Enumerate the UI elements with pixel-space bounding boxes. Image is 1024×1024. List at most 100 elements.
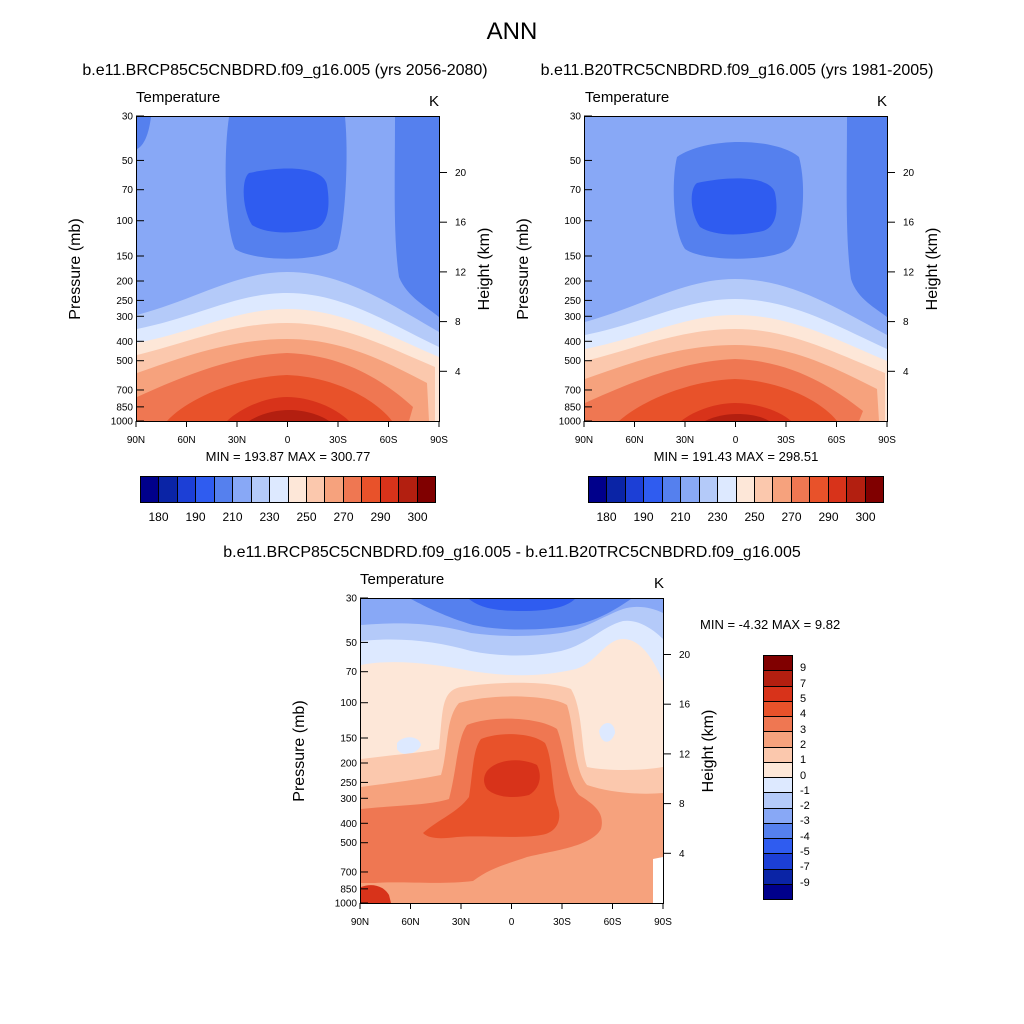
right-fill-280: [619, 379, 837, 421]
colorbar-swatch: [644, 477, 663, 502]
lat-tick-label: 60N: [625, 435, 643, 446]
height-tick-label: 4: [679, 849, 685, 860]
height-tick-label: 4: [455, 367, 461, 378]
right-pressure-ticks: 30 50 70 100 150 200 250 300 400 500 700 850 1000: [559, 112, 592, 428]
diff-fill-neg-nh: [397, 737, 421, 754]
pressure-tick-label: 70: [346, 667, 358, 678]
colorbar-swatch: [141, 477, 160, 502]
colorbar-swatch: [417, 477, 435, 502]
lat-tick-label: 0: [509, 917, 515, 928]
pressure-tick-label: 200: [564, 277, 581, 288]
colorbar-swatch: [177, 477, 197, 502]
lat-tick-label: 30N: [228, 435, 246, 446]
lat-tick-label: 60N: [177, 435, 195, 446]
right-pressure-axis: 30 50 70 100 150 200 250 300 400 500 700 850 1000: [559, 112, 592, 428]
pressure-tick-label: 200: [116, 277, 133, 288]
pressure-tick-label: 500: [340, 838, 357, 849]
diff-lat-axis: 90N 60N 30N 0 30S 60S 90S: [351, 903, 672, 928]
left-panel-title: b.e11.BRCP85C5CNBDRD.f09_g16.005 (yrs 20…: [82, 62, 488, 79]
pressure-tick-label: 200: [340, 759, 357, 770]
left-units-label: K: [429, 93, 440, 110]
right-height-ticks: 20 16 12 8 4: [888, 168, 915, 378]
diff-contour-svg: [361, 599, 663, 903]
colorbar-label: 270: [333, 510, 354, 524]
lat-tick-label: 60S: [380, 435, 398, 446]
left-fill-polar-n: [137, 117, 151, 149]
right-lat-ticks: 90N 60N 30N 0 30S 60S 90S: [575, 421, 896, 446]
height-tick-label: 20: [903, 168, 915, 179]
pressure-tick-label: 100: [564, 216, 581, 227]
height-tick-label: 12: [455, 267, 467, 278]
pressure-tick-label: 30: [346, 594, 358, 605]
pressure-tick-label: 300: [564, 312, 581, 323]
colorbar-swatch: [764, 717, 792, 733]
colorbar-label: -5: [800, 846, 810, 859]
pressure-tick-label: 850: [116, 402, 133, 413]
colorbar-swatch: [764, 686, 792, 702]
right-fill-polar-s: [846, 117, 887, 317]
diff-height-ticks: 20 16 12 8 4: [664, 650, 691, 860]
pressure-tick-label: 700: [340, 867, 357, 878]
colorbar-label: 190: [633, 510, 654, 524]
lat-tick-label: 30S: [777, 435, 795, 446]
diff-units-label: K: [654, 575, 665, 592]
colorbar-label: 0: [800, 769, 807, 782]
lat-tick-label: 60S: [828, 435, 846, 446]
lat-tick-label: 90N: [127, 435, 145, 446]
colorbar-label: 7: [800, 677, 807, 690]
left-lat-axis: 90N 60N 30N 0 30S 60S 90S: [127, 421, 448, 446]
colorbar-label: -1: [800, 784, 810, 797]
left-contour-plot: [136, 116, 440, 422]
lat-tick-label: 0: [285, 435, 291, 446]
diff-minmax: MIN = -4.32 MAX = 9.82: [700, 617, 841, 632]
diff-height-axis: 20 16 12 8 4: [664, 650, 691, 860]
right-height-axis: 20 16 12 8 4: [888, 168, 915, 378]
colorbar-label: 3: [800, 723, 807, 736]
pressure-tick-label: 1000: [335, 899, 358, 910]
right-colorbar-labels: 180 190 210 230 250 270 290 300: [588, 510, 884, 526]
height-tick-label: 4: [903, 367, 909, 378]
colorbar-swatch: [699, 477, 719, 502]
colorbar-label: 290: [370, 510, 391, 524]
height-tick-label: 12: [903, 267, 915, 278]
height-tick-label: 8: [903, 317, 909, 328]
colorbar-label: 300: [855, 510, 876, 524]
right-fill-290: [681, 403, 791, 421]
lat-tick-label: 30N: [452, 917, 470, 928]
diff-fill-missing: [653, 857, 663, 903]
colorbar-swatch: [754, 477, 774, 502]
colorbar-swatch: [764, 884, 792, 899]
left-contour-svg: [137, 117, 439, 421]
colorbar-swatch: [764, 656, 792, 672]
left-colorbar-labels: 180 190 210 230 250 270 290 300: [140, 510, 436, 526]
diff-pressure-axis: 30 50 70 100 150 200 250 300 400 500 700 850 1000: [335, 594, 368, 910]
left-pressure-ticks: 30 50 70 100 150 200 250 300 400 500 700 850 1000: [111, 112, 144, 428]
pressure-tick-label: 70: [122, 185, 134, 196]
colorbar-swatch: [214, 477, 234, 502]
colorbar-label: -3: [800, 815, 810, 828]
diff-lat-ticks: 90N 60N 30N 0 30S 60S 90S: [351, 903, 672, 928]
lat-tick-label: 60N: [401, 917, 419, 928]
page-title: ANN: [486, 18, 538, 45]
right-units-label: K: [877, 93, 888, 110]
lat-tick-label: 90S: [878, 435, 896, 446]
colorbar-label: 9: [800, 662, 807, 675]
lat-tick-label: 90N: [351, 917, 369, 928]
colorbar-swatch: [399, 477, 418, 502]
colorbar-swatch: [736, 477, 755, 502]
height-tick-label: 8: [455, 317, 461, 328]
lat-tick-label: 30N: [676, 435, 694, 446]
left-fill-295: [249, 410, 329, 421]
colorbar-label: 180: [596, 510, 617, 524]
colorbar-label: 250: [296, 510, 317, 524]
right-contour-svg: [585, 117, 887, 421]
left-ylabel-right: Height (km): [476, 227, 493, 311]
colorbar-swatch: [764, 839, 792, 855]
colorbar-label: 230: [259, 510, 280, 524]
lat-tick-label: 30S: [329, 435, 347, 446]
left-lat-ticks: 90N 60N 30N 0 30S 60S 90S: [127, 421, 448, 446]
colorbar-swatch: [764, 854, 792, 870]
colorbar-swatch: [810, 477, 829, 502]
left-colorbar: [140, 476, 436, 503]
colorbar-swatch: [625, 477, 645, 502]
